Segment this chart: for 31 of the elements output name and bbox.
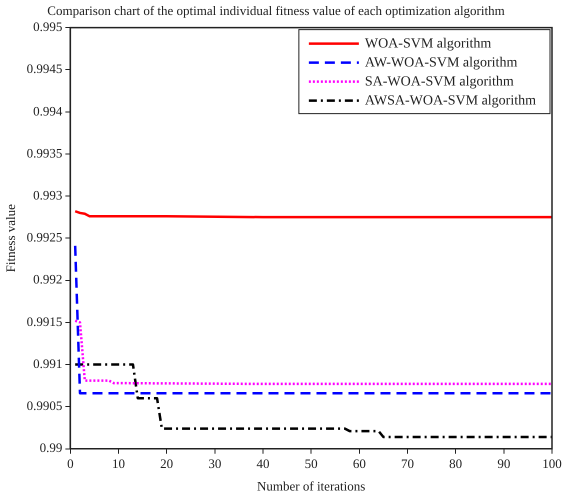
legend-label: AW-WOA-SVM algorithm <box>364 55 518 70</box>
x-axis-title: Number of iterations <box>257 478 366 494</box>
y-tick-label: 0.991 <box>33 356 62 371</box>
y-tick-label: 0.9945 <box>26 61 62 76</box>
legend-label: WOA-SVM algorithm <box>364 36 492 52</box>
line-series <box>74 320 552 386</box>
y-tick-label: 0.9935 <box>26 145 62 160</box>
y-tick-label: 0.994 <box>33 103 63 118</box>
y-tick-label: 0.995 <box>33 19 62 34</box>
x-tick-label: 0 <box>67 456 74 472</box>
x-tick-label: 50 <box>304 456 318 472</box>
y-tick-label: 0.993 <box>33 188 62 202</box>
legend-label: AWSA-WOA-SVM algorithm <box>364 93 536 108</box>
y-tick-label: 0.9925 <box>26 230 62 245</box>
legend-label: SA-WOA-SVM algorithm <box>364 74 514 90</box>
x-tick-label: 30 <box>208 456 222 472</box>
x-tick-label: 60 <box>352 456 366 472</box>
x-tick-label: 40 <box>256 456 270 472</box>
line-series <box>74 363 552 438</box>
x-tick-label: 80 <box>449 456 462 472</box>
y-tick-label: 0.992 <box>33 272 62 287</box>
y-tick-label: 0.9915 <box>26 314 62 329</box>
x-tick-label: 20 <box>160 456 174 472</box>
y-tick-label: 0.9905 <box>26 398 62 414</box>
chart-title: Comparison chart of the optimal individual fitness value of each optimization algorithm <box>47 3 505 18</box>
x-tick-label: 10 <box>112 456 126 472</box>
x-tick-label: 90 <box>497 456 510 472</box>
y-tick-label: 0.99 <box>40 440 62 456</box>
x-tick-label: 100 <box>542 456 562 472</box>
y-axis-title: Fitness value <box>3 204 18 272</box>
x-tick-label: 70 <box>401 456 414 472</box>
